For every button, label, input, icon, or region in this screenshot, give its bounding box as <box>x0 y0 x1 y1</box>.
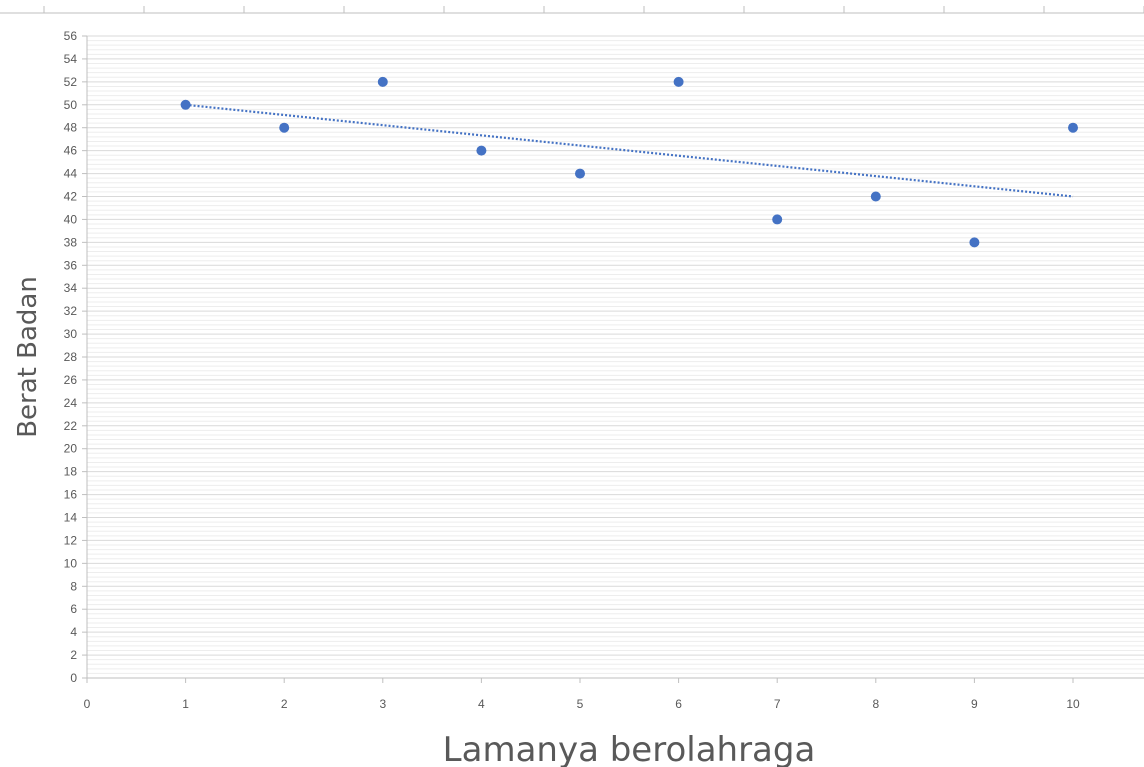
y-tick-label: 0 <box>70 671 77 685</box>
y-tick-label: 12 <box>64 533 78 547</box>
y-tick-label: 32 <box>64 304 78 318</box>
y-tick-label: 56 <box>64 29 78 43</box>
data-point <box>476 145 487 156</box>
data-points <box>180 76 1078 248</box>
top-tick-strip <box>0 6 1144 14</box>
y-tick-label: 8 <box>70 579 77 593</box>
y-tick-label: 52 <box>64 75 78 89</box>
x-tick-label: 6 <box>675 697 682 711</box>
grid-lines <box>87 35 1144 679</box>
x-tick-label: 0 <box>84 697 91 711</box>
x-tick-label: 5 <box>577 697 584 711</box>
y-tick-label: 40 <box>64 212 78 226</box>
y-tick-label: 34 <box>64 281 78 295</box>
data-point <box>870 191 881 202</box>
y-tick-label: 38 <box>64 235 78 249</box>
x-tick-label: 10 <box>1066 697 1080 711</box>
y-tick-label: 14 <box>64 511 78 525</box>
y-tick-label: 54 <box>64 52 78 66</box>
x-tick-label: 7 <box>774 697 781 711</box>
y-tick-label: 28 <box>64 350 78 364</box>
y-tick-label: 44 <box>64 167 78 181</box>
y-tick-label: 20 <box>64 442 78 456</box>
y-tick-label: 30 <box>64 327 78 341</box>
x-tick-label: 1 <box>182 697 189 711</box>
y-tick-label: 24 <box>64 396 78 410</box>
x-tick-label: 2 <box>281 697 288 711</box>
data-point <box>1068 122 1078 133</box>
data-point <box>377 76 388 87</box>
y-tick-label: 50 <box>64 98 78 112</box>
trendline-group <box>185 103 1074 198</box>
data-point <box>575 168 585 179</box>
data-point <box>772 214 783 225</box>
x-tick-label: 9 <box>971 697 978 711</box>
x-tick-label: 8 <box>872 697 879 711</box>
y-tick-label: 46 <box>64 144 78 158</box>
data-point <box>180 99 191 110</box>
y-tick-label: 6 <box>70 602 77 616</box>
y-tick-label: 36 <box>64 258 78 272</box>
y-axis-title: Berat Badan <box>13 276 43 438</box>
y-tick-labels: 0246810121416182022242628303234363840424… <box>64 29 87 685</box>
x-tick-label: 3 <box>379 697 386 711</box>
y-tick-label: 42 <box>64 190 78 204</box>
trendline <box>185 103 1074 198</box>
x-axis-title: Lamanya berolahraga <box>443 730 816 767</box>
y-tick-label: 16 <box>64 488 78 502</box>
x-tick-labels: 0 1 2 3 4 5 6 7 8 9 10 <box>84 678 1080 711</box>
data-point <box>969 237 980 248</box>
x-tick-label: 4 <box>478 697 485 711</box>
y-tick-label: 48 <box>64 121 78 135</box>
y-tick-label: 10 <box>64 556 78 570</box>
y-tick-label: 2 <box>70 648 77 662</box>
y-tick-label: 18 <box>64 465 78 479</box>
y-tick-label: 22 <box>64 419 78 433</box>
data-point <box>279 122 290 133</box>
y-tick-label: 26 <box>64 373 78 387</box>
data-point <box>673 76 684 87</box>
y-tick-label: 4 <box>70 625 77 639</box>
